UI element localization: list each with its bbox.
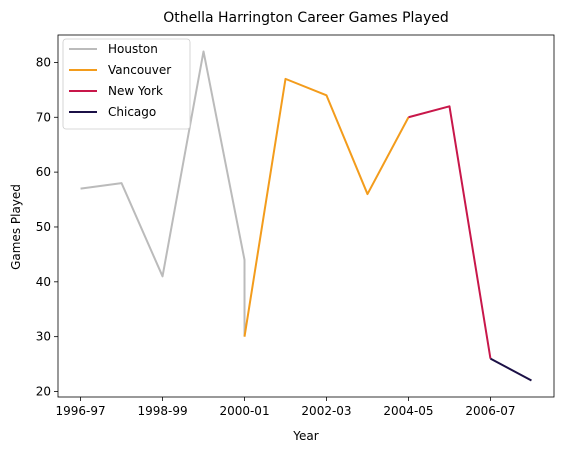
series-layer — [80, 50, 532, 382]
series-line-3 — [489, 357, 532, 382]
x-axis-label: Year — [292, 429, 318, 443]
y-tick-label: 30 — [36, 330, 51, 344]
series-line-1 — [243, 77, 410, 337]
y-tick-label: 20 — [36, 385, 51, 399]
legend-label-3: Chicago — [108, 105, 156, 119]
x-axis: 1996-97 1998-99 2000-01 2002-03 2004-05 2006-… — [55, 397, 516, 418]
y-tick-label: 70 — [36, 110, 51, 124]
x-tick-label: 2002-03 — [301, 404, 351, 418]
x-tick-label: 1996-97 — [55, 404, 105, 418]
series-line-0 — [80, 50, 246, 337]
legend-box — [62, 38, 191, 130]
y-tick-label: 80 — [36, 55, 51, 69]
chart-title: Othella Harrington Career Games Played — [163, 10, 449, 26]
legend-label-2: New York — [108, 84, 163, 98]
y-tick-label: 50 — [36, 220, 51, 234]
legend: Houston Vancouver New York Chicago — [62, 38, 191, 130]
y-axis: 20 30 40 50 60 70 80 — [36, 55, 58, 399]
y-tick-label: 40 — [36, 275, 51, 289]
legend-label-1: Vancouver — [108, 63, 171, 77]
legend-label-0: Houston — [108, 42, 158, 56]
x-tick-label: 2004-05 — [383, 404, 433, 418]
x-tick-label: 2006-07 — [465, 404, 515, 418]
series-line-2 — [408, 105, 492, 359]
x-tick-label: 2000-01 — [219, 404, 269, 418]
y-tick-label: 60 — [36, 165, 51, 179]
plot-frame — [57, 34, 555, 398]
y-axis-label: Games Played — [9, 184, 23, 270]
x-tick-label: 1998-99 — [137, 404, 187, 418]
